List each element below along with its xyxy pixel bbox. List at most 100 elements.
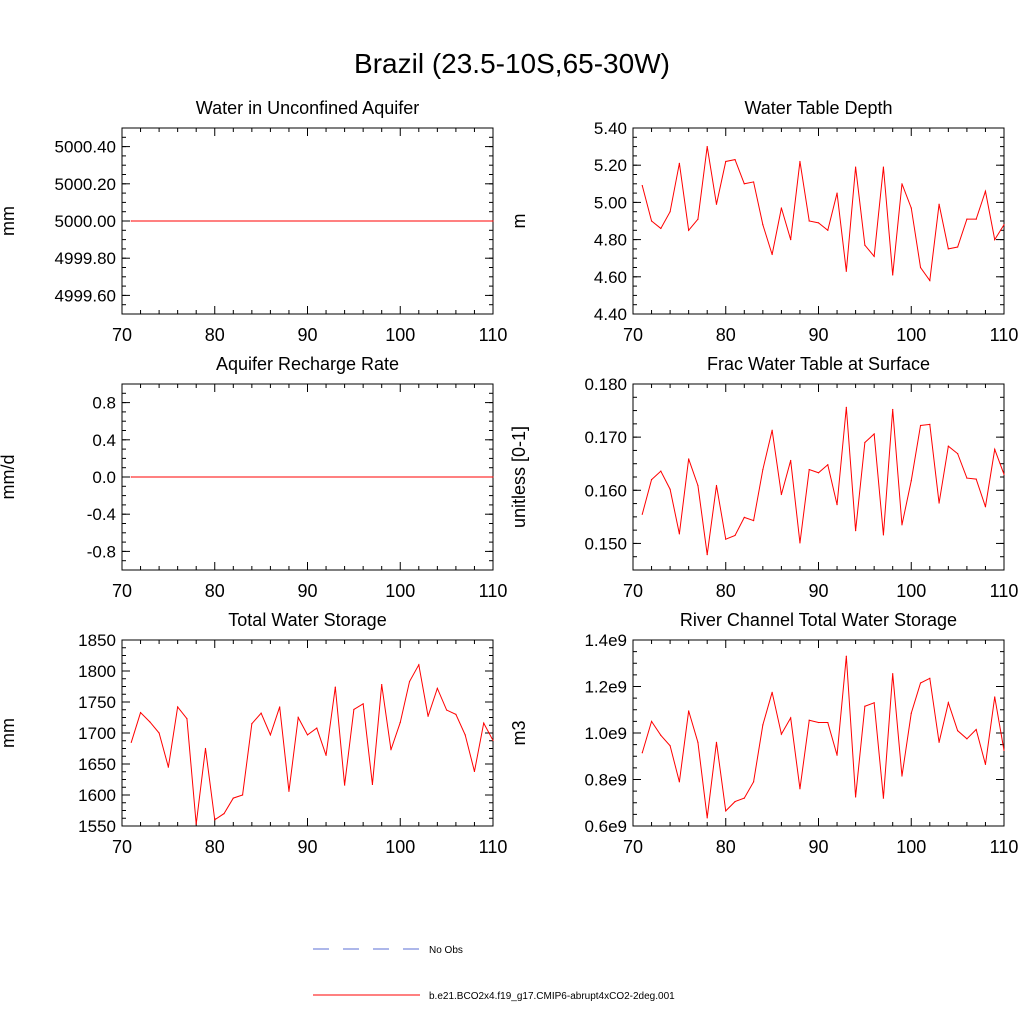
data-point <box>660 734 662 736</box>
data-point <box>892 274 894 276</box>
data-point <box>790 239 792 241</box>
data-point <box>650 720 653 722</box>
data-point <box>957 730 959 732</box>
y-tick-label: 1850 <box>78 631 116 650</box>
data-point <box>864 441 866 444</box>
data-point <box>706 553 708 556</box>
data-point <box>947 445 949 447</box>
x-tick-label: 110 <box>479 581 508 601</box>
data-point <box>947 702 949 704</box>
data-point <box>669 488 671 490</box>
data-point <box>799 160 801 163</box>
data-point <box>910 712 912 714</box>
chart-title: Total Water Storage <box>228 610 386 630</box>
data-point <box>353 708 355 711</box>
y-tick-label: 1700 <box>78 724 116 743</box>
data-point <box>938 741 940 743</box>
legend-model-label: b.e21.BCO2x4.f19_g17.CMIP6-abrupt4xCO2-2… <box>429 991 675 1002</box>
data-point <box>771 253 773 256</box>
y-tick-label: 1600 <box>78 786 116 805</box>
data-point <box>1003 749 1005 752</box>
chart-panel-3: Aquifer Recharge Rate mm/d -0.8 -0.4 0.0 0.4 0… <box>0 354 507 601</box>
data-point <box>706 146 708 148</box>
chart-title: Water in Unconfined Aquifer <box>196 98 419 118</box>
data-point <box>697 218 699 220</box>
data-point <box>660 227 662 230</box>
x-tick-label: 110 <box>990 837 1019 857</box>
data-point <box>901 524 903 526</box>
chart-title: Frac Water Table at Surface <box>707 354 930 374</box>
y-tick-label: 0.170 <box>584 428 627 447</box>
x-tick-label: 110 <box>990 581 1019 601</box>
y-axis-label: mm <box>0 206 18 236</box>
x-tick-label: 80 <box>716 581 736 601</box>
data-point <box>817 721 820 724</box>
data-point <box>799 788 801 790</box>
data-point <box>130 220 132 222</box>
data-point <box>994 448 996 450</box>
data-point <box>641 513 643 515</box>
data-point <box>966 477 968 479</box>
x-tick-label: 100 <box>896 581 926 601</box>
y-tick-label: 5000.40 <box>55 138 116 157</box>
data-point <box>780 493 783 496</box>
data-point <box>743 183 745 185</box>
chart-title: River Channel Total Water Storage <box>680 610 957 630</box>
data-point <box>808 220 810 222</box>
data-point <box>660 470 662 472</box>
data-point <box>752 781 755 783</box>
y-tick-label: 1550 <box>78 817 116 836</box>
series-line-model <box>641 146 1005 282</box>
x-tick-label: 70 <box>112 837 132 857</box>
data-point <box>762 724 764 726</box>
data-point <box>975 728 977 731</box>
data-point <box>725 810 727 812</box>
data-point <box>725 538 727 540</box>
x-tick-label: 80 <box>716 325 736 345</box>
data-point <box>678 533 680 535</box>
data-point <box>306 734 309 736</box>
data-point <box>641 752 643 754</box>
data-point <box>725 160 727 163</box>
data-point <box>919 682 922 684</box>
data-point <box>464 734 466 736</box>
data-point <box>167 766 169 768</box>
data-point <box>279 706 281 708</box>
data-point <box>799 542 801 544</box>
data-point <box>297 716 299 719</box>
data-point <box>919 424 922 427</box>
data-point <box>855 166 857 168</box>
x-tick-label: 70 <box>623 581 643 601</box>
data-point <box>688 458 690 460</box>
data-point <box>1003 224 1005 226</box>
figure-title: Brazil (23.5-10S,65-30W) <box>354 48 670 79</box>
data-point <box>241 794 244 796</box>
data-point <box>678 781 680 783</box>
x-tick-label: 90 <box>297 581 317 601</box>
y-tick-label: 1.0e9 <box>584 724 627 743</box>
data-point <box>316 727 318 729</box>
data-point <box>195 823 197 825</box>
plot-frame <box>632 383 1005 571</box>
y-axis-label: m3 <box>509 720 529 745</box>
data-point <box>780 207 783 209</box>
series-line-model <box>641 656 1005 818</box>
x-tick-label: 90 <box>297 325 317 345</box>
data-point <box>158 732 160 734</box>
data-point <box>436 687 438 689</box>
data-point <box>984 506 987 508</box>
data-point <box>966 738 968 740</box>
data-point <box>186 718 188 720</box>
data-point <box>790 717 792 719</box>
data-point <box>177 706 179 708</box>
data-point <box>790 459 792 462</box>
y-tick-label: 0.0 <box>92 468 116 487</box>
data-point <box>232 797 234 799</box>
data-point <box>492 739 494 742</box>
data-point <box>650 220 653 222</box>
data-point <box>139 711 142 714</box>
data-point <box>864 705 866 707</box>
data-point <box>344 784 346 786</box>
y-tick-label: -0.8 <box>87 542 116 561</box>
